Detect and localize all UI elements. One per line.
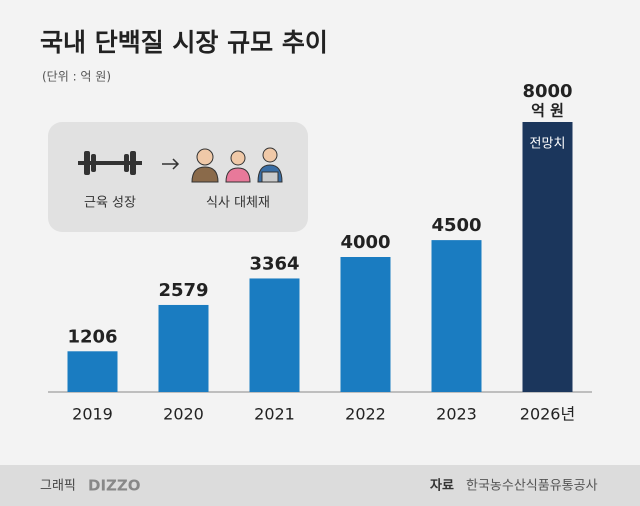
value-label: 8000 [522, 81, 572, 102]
x-tick-label: 2026년 [520, 405, 575, 424]
forecast-label: 전망치 [530, 137, 566, 152]
x-tick-label: 2022 [345, 405, 386, 424]
head [230, 150, 246, 166]
body [225, 167, 251, 183]
head [262, 147, 278, 163]
value-label: 1206 [67, 326, 117, 347]
dumbbell-icon [78, 151, 142, 175]
plate [91, 154, 96, 172]
laptop [261, 171, 279, 183]
inset-background [48, 122, 308, 232]
x-tick-label: 2019 [72, 405, 113, 424]
value-label: 4000 [340, 232, 390, 253]
chart-subtitle: (단위 : 억 원) [42, 70, 111, 84]
footer-source-label: 자료 [430, 479, 454, 494]
x-tick-label: 2021 [254, 405, 295, 424]
people-icon [191, 147, 283, 183]
value-label: 4500 [431, 215, 481, 236]
inset-box: 근육 성장 식사 대체재 [48, 122, 308, 232]
plate [84, 151, 90, 175]
bar [431, 240, 482, 392]
bar [67, 351, 118, 392]
footer [0, 465, 640, 506]
bar [522, 122, 573, 392]
bar [158, 304, 209, 392]
arrow [162, 158, 180, 170]
plate [130, 151, 136, 175]
value-label: 3364 [249, 253, 299, 274]
x-tick-label: 2023 [436, 405, 477, 424]
footer-brand: DIZZO [88, 477, 141, 495]
footer-graphic: 그래픽 [40, 479, 76, 494]
value-label: 2579 [158, 280, 208, 301]
bar [78, 161, 142, 165]
inset-from: 근육 성장 [84, 196, 136, 211]
bar [340, 257, 391, 392]
plate [124, 154, 129, 172]
chart-title: 국내 단백질 시장 규모 추이 [40, 28, 328, 57]
footer-source: 한국농수산식품유통공사 [466, 479, 598, 494]
head [196, 148, 214, 166]
x-tick-label: 2020 [163, 405, 204, 424]
bar [249, 278, 300, 392]
value-unit: 억 원 [531, 102, 564, 120]
inset-to: 식사 대체재 [206, 196, 270, 211]
body [191, 166, 219, 183]
